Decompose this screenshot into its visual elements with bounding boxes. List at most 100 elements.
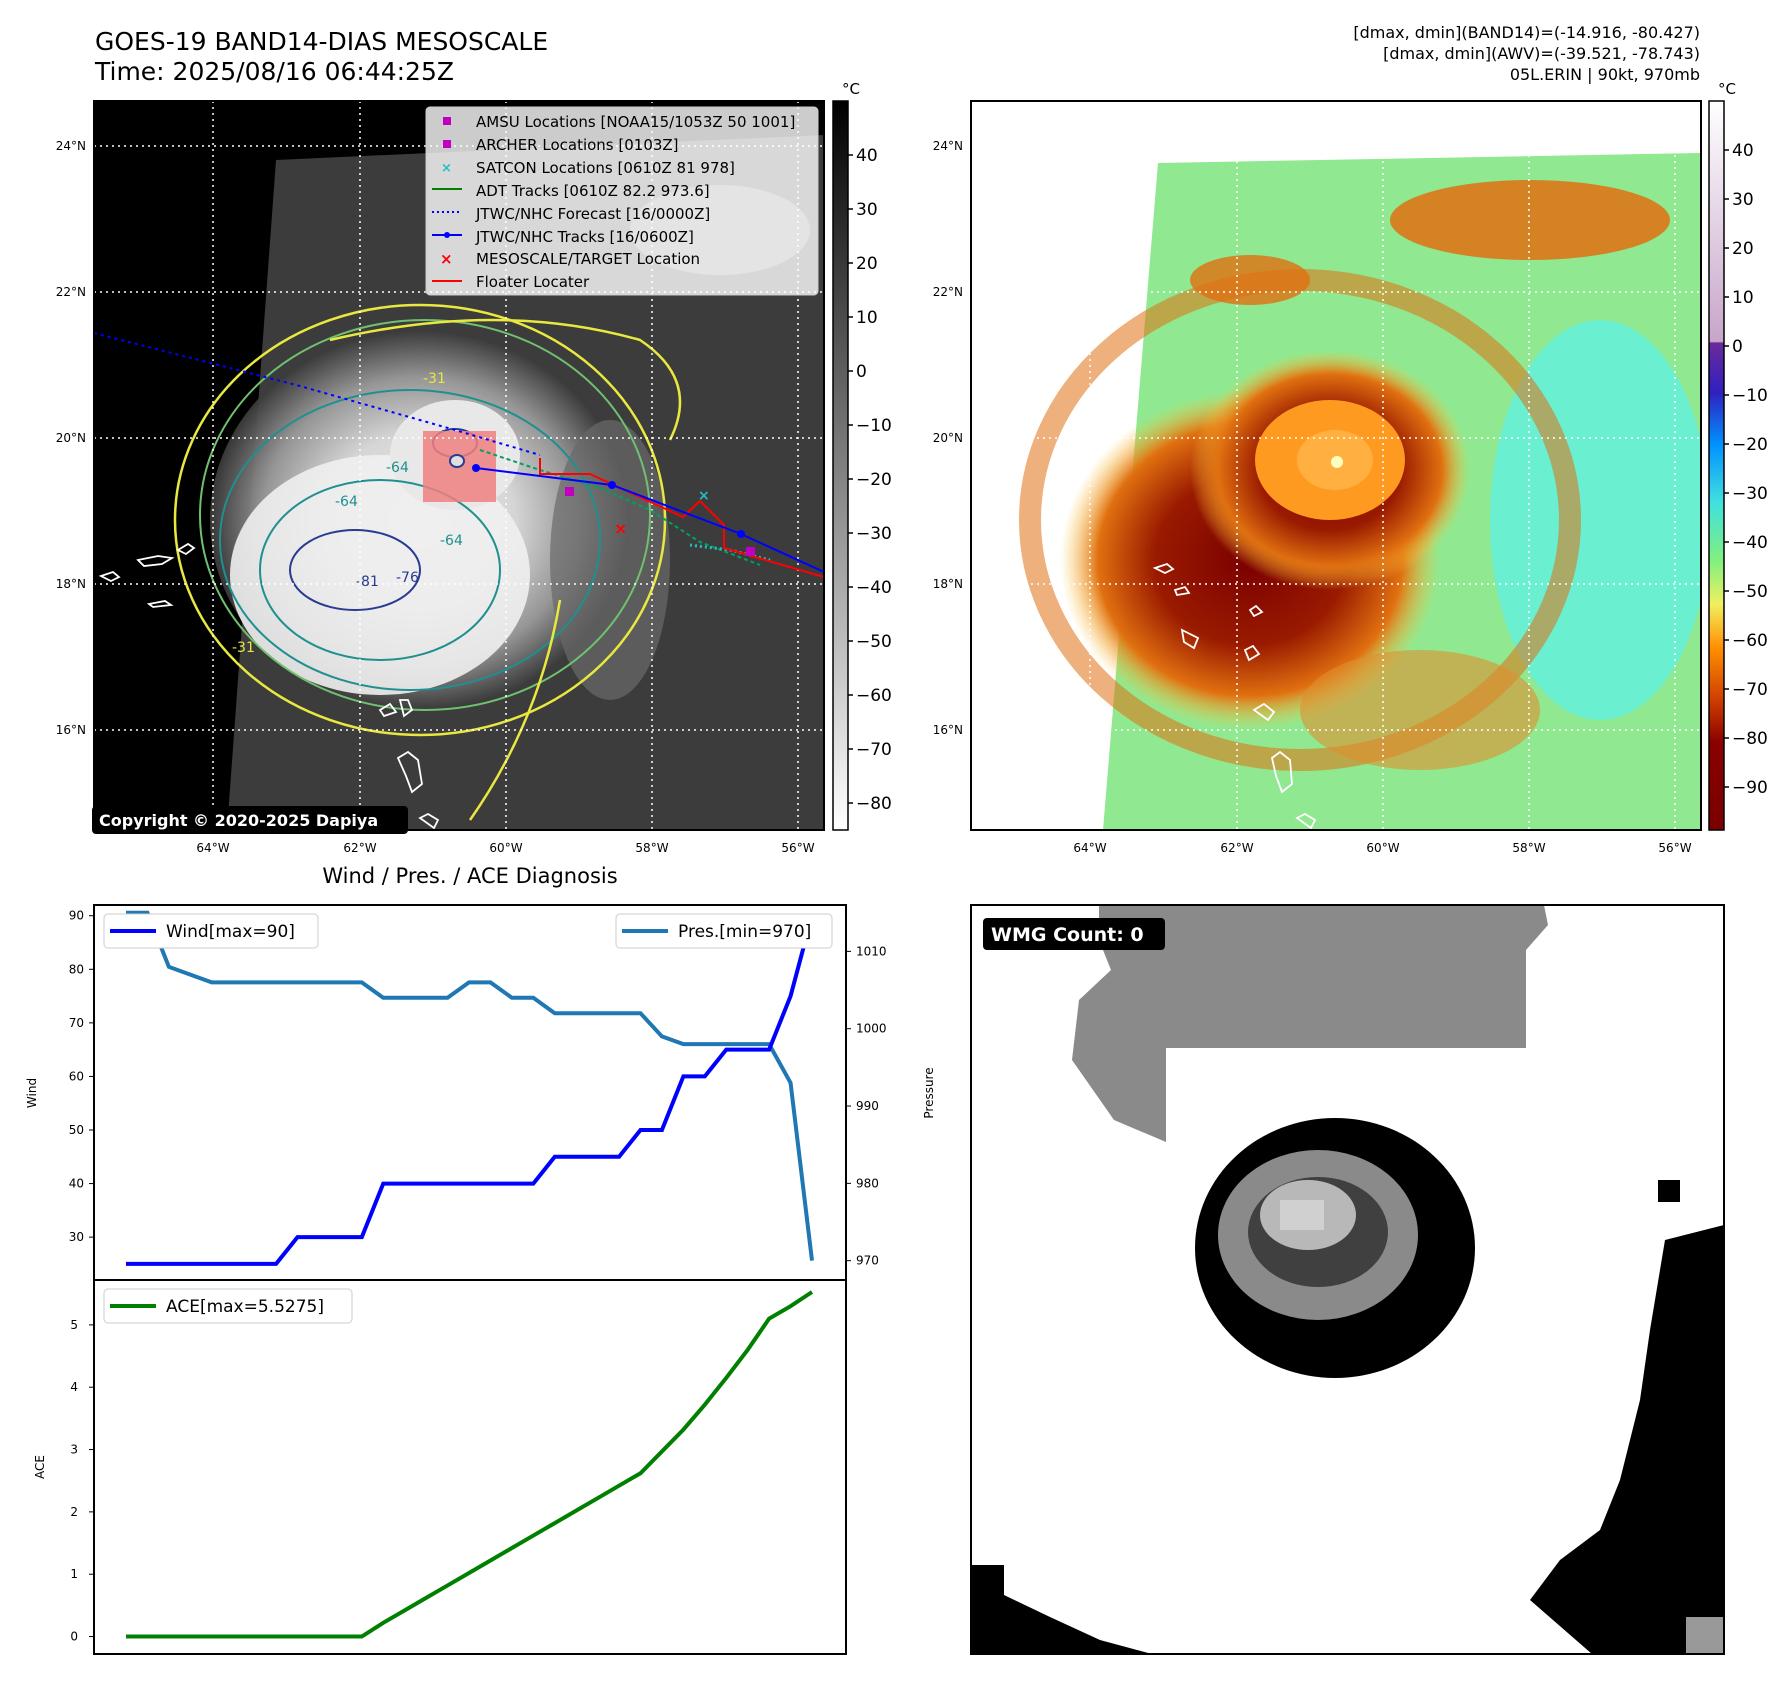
color-colorbar-tick-label: 0 — [1732, 337, 1743, 357]
ace-tick-label: 3 — [70, 1443, 78, 1457]
colorbar-unit: °C — [842, 80, 860, 98]
legend-label: JTWC/NHC Forecast [16/0000Z] — [475, 205, 710, 223]
contour-label: -64 — [440, 533, 463, 549]
wind-series-line — [126, 915, 814, 1266]
color-colorbar-tick-label: −70 — [1732, 680, 1768, 700]
gray-colorbar-tick-label: −70 — [856, 740, 892, 760]
ace-tick-label: 0 — [70, 1630, 78, 1644]
color-colorbar-tick-label: −80 — [1732, 729, 1768, 749]
pressure-legend: Pres.[min=970] — [615, 913, 833, 949]
pressure-tick-label: 970 — [856, 1254, 879, 1268]
contour-label: -64 — [335, 494, 358, 510]
lat-label: 16°N — [933, 723, 963, 737]
wmg-gray-corner — [1686, 1617, 1724, 1654]
lon-label: 58°W — [635, 841, 668, 855]
floater-track — [539, 458, 824, 578]
wmg-count-box — [983, 918, 1165, 950]
legend-label: JTWC/NHC Tracks [16/0600Z] — [475, 228, 694, 246]
legend-tracks-dot — [444, 232, 450, 238]
colorbar-unit: °C — [1718, 80, 1736, 98]
info-line-storm: 05L.ERIN | 90kt, 970mb — [1510, 65, 1700, 84]
lon-label: 60°W — [489, 841, 522, 855]
amsu-marker — [746, 547, 755, 556]
wind-tick-label: 90 — [69, 909, 84, 923]
ace-tick-label: 2 — [70, 1505, 78, 1519]
ace-tick-label: 4 — [70, 1380, 78, 1394]
wind-tick-label: 40 — [69, 1177, 84, 1191]
gray-colorbar: °C 40 30 20 10 0 −10 −20 −30 −40 −50 −60 −70 −80 — [832, 80, 892, 831]
gray-colorbar-tick-label: −30 — [856, 524, 892, 544]
track-point — [472, 464, 480, 472]
color-colorbar-tick-label: −20 — [1732, 435, 1768, 455]
contour-label: -81 — [356, 574, 379, 590]
island-outlines — [1152, 562, 1317, 830]
wind-legend: Wind[max=90] — [103, 913, 319, 949]
gray-colorbar-tick-label: 0 — [856, 362, 867, 382]
gray-colorbar-tick-label: −50 — [856, 632, 892, 652]
copyright-box — [92, 806, 408, 834]
legend-label: MESOSCALE/TARGET Location — [476, 250, 700, 268]
right-map-lon-labels: 64°W 62°W 60°W 58°W 56°W — [1073, 841, 1691, 855]
pressure-series-line — [126, 910, 814, 1261]
left-map-lon-labels: 64°W 62°W 60°W 58°W 56°W — [196, 841, 814, 855]
ace-chart: 5 4 3 2 1 0 ACE ACE[max=5.5275] — [33, 1279, 847, 1655]
track-point — [737, 530, 745, 538]
lat-label: 22°N — [933, 285, 963, 299]
wind-tick-label: 60 — [69, 1069, 84, 1083]
wmg-black-region-right — [1530, 1225, 1724, 1654]
color-colorbar: °C 40 30 20 10 0 −10 −20 −30 −40 −50 −60 −70 −80 −90 — [1708, 80, 1768, 831]
wind-legend-label: Wind[max=90] — [166, 922, 295, 942]
info-line-band14: [dmax, dmin](BAND14)=(-14.916, -80.427) — [1353, 23, 1700, 42]
track-point — [608, 481, 616, 489]
lon-label: 56°W — [781, 841, 814, 855]
wind-axis-label: Wind — [25, 1078, 39, 1108]
contour-label: -76 — [396, 570, 419, 586]
legend-archer-marker — [443, 140, 451, 148]
right-map-lat-labels: 24°N 22°N 20°N 18°N 16°N — [933, 139, 963, 737]
color-colorbar-tick-label: −60 — [1732, 631, 1768, 651]
lon-label: 64°W — [196, 841, 229, 855]
lat-label: 18°N — [933, 577, 963, 591]
info-line-awv: [dmax, dmin](AWV)=(-39.521, -78.743) — [1383, 44, 1700, 63]
contour-label: -64 — [386, 460, 409, 476]
lon-label: 64°W — [1073, 841, 1106, 855]
ace-legend: ACE[max=5.5275] — [103, 1288, 353, 1324]
lat-label: 22°N — [56, 285, 86, 299]
legend-label: ADT Tracks [0610Z 82.2 973.6] — [476, 182, 710, 200]
wmg-eye-core — [1280, 1200, 1324, 1230]
color-colorbar-tick-label: −10 — [1732, 386, 1768, 406]
lat-label: 16°N — [56, 723, 86, 737]
lat-label: 18°N — [56, 577, 86, 591]
ace-axis-label: ACE — [33, 1455, 47, 1479]
color-colorbar-tick-label: 20 — [1732, 239, 1754, 259]
left-map-lat-labels: 24°N 22°N 20°N 18°N 16°N — [56, 139, 86, 737]
gray-colorbar-tick-label: −40 — [856, 578, 892, 598]
pressure-tick-label: 980 — [856, 1176, 879, 1190]
pressure-tick-label: 1010 — [856, 944, 887, 958]
wmg-black-region-bottom-left — [971, 1565, 1152, 1654]
wind-tick-label: 50 — [69, 1123, 84, 1137]
lat-label: 20°N — [56, 431, 86, 445]
wind-tick-label: 30 — [69, 1230, 84, 1244]
lon-label: 58°W — [1512, 841, 1545, 855]
color-colorbar-tick-label: 40 — [1732, 141, 1754, 161]
observed-track — [475, 467, 824, 573]
copyright-text: Copyright © 2020-2025 Dapiya — [99, 811, 378, 830]
lon-label: 56°W — [1658, 841, 1691, 855]
wmg-gray-region — [1072, 905, 1548, 1142]
wind-tick-label: 80 — [69, 962, 84, 976]
figure-title-line2: Time: 2025/08/16 06:44:25Z — [94, 57, 454, 86]
ir-color-map-panel — [970, 100, 1702, 831]
ace-tick-label: 5 — [70, 1318, 78, 1332]
diagnosis-title: Wind / Pres. / ACE Diagnosis — [322, 864, 617, 888]
legend-label: ARCHER Locations [0103Z] — [476, 136, 679, 154]
contour-label: -31 — [423, 371, 446, 387]
lat-label: 24°N — [56, 139, 86, 153]
island-outlines — [98, 542, 440, 830]
legend-amsu-marker — [443, 117, 451, 125]
color-colorbar-tick-label: −30 — [1732, 484, 1768, 504]
pressure-tick-label: 1000 — [856, 1022, 887, 1036]
legend-label: SATCON Locations [0610Z 81 978] — [476, 159, 735, 177]
gray-colorbar-tick-label: 30 — [856, 200, 878, 220]
